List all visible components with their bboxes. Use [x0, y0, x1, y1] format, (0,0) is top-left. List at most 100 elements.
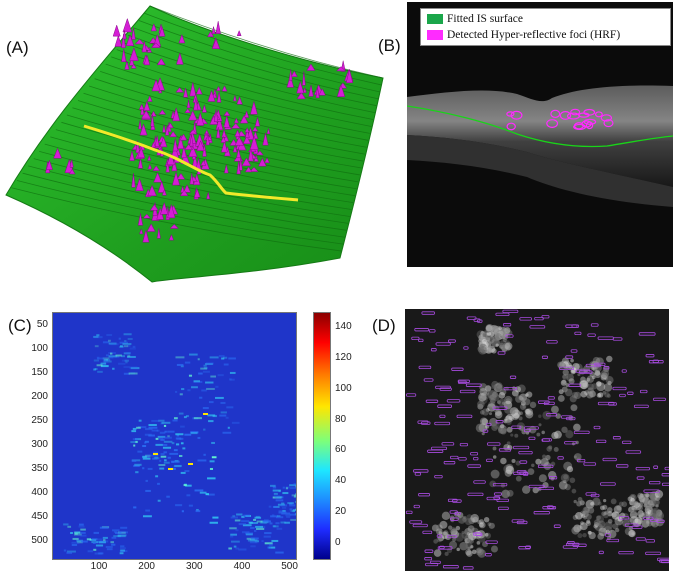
- heatmap-cell: [188, 374, 193, 377]
- projection-cloud: [495, 343, 499, 347]
- projection-cloud: [557, 361, 564, 369]
- heatmap-cell: [123, 352, 131, 355]
- x-tick-label: 200: [138, 561, 155, 572]
- hrf-3d-blob: [211, 38, 221, 49]
- projection-cloud: [628, 529, 636, 538]
- projection-hrf-outline: [524, 426, 539, 430]
- projection-cloud: [515, 460, 521, 466]
- heatmap-cell: [183, 484, 187, 487]
- hrf-3d-blob: [308, 84, 314, 97]
- panel-label-a: (A): [6, 38, 29, 57]
- projection-cloud: [595, 357, 604, 366]
- projection-hrf-outline: [553, 524, 561, 528]
- hrf-3d-blob: [135, 140, 140, 153]
- heatmap-cell: [209, 521, 218, 524]
- hrf-3d-blob: [147, 184, 157, 197]
- hrf-bscan-outline: [585, 121, 594, 130]
- projection-cloud: [572, 362, 580, 371]
- heatmap-cell: [175, 443, 180, 446]
- colorbar-tick-label: 40: [335, 475, 347, 487]
- projection-svg: [405, 309, 669, 570]
- projection-cloud: [601, 511, 606, 517]
- heatmap-cell: [223, 363, 229, 366]
- heatmap-cell: [203, 428, 206, 431]
- heatmap-cell: [111, 536, 117, 539]
- hrf-bscan-outline: [594, 111, 603, 118]
- panel-label-d: (D): [372, 316, 396, 335]
- heatmap-cell: [179, 454, 183, 457]
- heatmap-cell: [100, 362, 107, 365]
- hrf-3d-blob: [143, 100, 151, 111]
- projection-hrf-outline: [439, 387, 452, 391]
- projection-cloud: [490, 469, 500, 479]
- projection-hrf-outline: [543, 401, 555, 406]
- projection-hrf-outline: [567, 541, 575, 545]
- hrf-3d-blob: [195, 86, 203, 95]
- projection-hrf-outline: [412, 523, 428, 528]
- hrf-bscan-outline: [506, 122, 516, 131]
- projection-hrf-outline: [449, 510, 458, 514]
- projection-hrf-outline: [534, 316, 544, 321]
- heatmap-cell: [229, 378, 235, 381]
- heatmap-cell: [190, 431, 199, 434]
- projection-cloud: [507, 444, 513, 451]
- projection-hrf-outline: [548, 476, 558, 480]
- hrf-projection-image: [405, 309, 669, 571]
- heatmap-cell: [232, 515, 236, 518]
- heatmap-cell: [145, 454, 151, 457]
- surface-ridge: [11, 187, 342, 252]
- projection-cloud: [565, 430, 574, 439]
- heatmap-cell: [145, 428, 153, 431]
- hrf-3d-blob: [166, 151, 175, 166]
- projection-cloud: [600, 505, 605, 511]
- heatmap-cell: [152, 451, 159, 454]
- hrf-3d-blob: [181, 145, 187, 158]
- projection-cloud: [535, 458, 542, 465]
- projection-cloud: [483, 517, 490, 523]
- projection-hrf-outline: [509, 375, 517, 379]
- projection-cloud: [510, 433, 514, 437]
- heatmap-cell: [124, 359, 129, 362]
- projection-hrf-outline: [472, 532, 482, 536]
- projection-hrf-outline: [474, 532, 483, 537]
- projection-hrf-outline: [437, 404, 452, 408]
- projection-cloud: [547, 470, 557, 480]
- projection-hrf-outline: [636, 476, 645, 480]
- hrf-3d-blob: [215, 21, 221, 34]
- surface-ridge: [111, 56, 372, 127]
- heatmap-cell: [113, 530, 117, 533]
- hrf-3d-blob: [157, 180, 166, 193]
- projection-hrf-outline: [496, 498, 509, 503]
- heatmap-cell: [80, 534, 87, 537]
- projection-cloud: [570, 358, 574, 363]
- hrf-3d-blob: [189, 134, 194, 147]
- projection-hrf-outline: [597, 401, 615, 406]
- hrf-3d-blob: [138, 103, 145, 110]
- projection-hrf-outline: [648, 480, 661, 485]
- heatmap-cell: [94, 367, 98, 370]
- heatmap-cell: [208, 420, 214, 423]
- legend-swatch-magenta: [427, 30, 443, 40]
- heatmap-cell: [102, 360, 108, 363]
- hrf-3d-blob: [233, 117, 239, 124]
- heatmap-cell: [167, 430, 175, 433]
- heatmap-cell: [220, 401, 226, 404]
- heatmap-cell: [66, 550, 76, 553]
- projection-cloud: [607, 519, 613, 524]
- projection-cloud: [433, 539, 438, 544]
- hrf-3d-blob: [256, 150, 264, 156]
- projection-cloud: [568, 378, 575, 385]
- projection-cloud: [579, 380, 589, 390]
- heatmap-cell: [142, 515, 152, 518]
- heatmap-cell: [195, 510, 201, 513]
- heatmap-cell: [249, 522, 258, 525]
- projection-hrf-outline: [573, 430, 590, 435]
- projection-hrf-outline: [604, 533, 611, 537]
- heatmap-cell: [228, 357, 236, 360]
- projection-cloud: [621, 501, 628, 508]
- heatmap-cell: [234, 519, 241, 522]
- heatmap-cell: [263, 535, 271, 538]
- projection-cloud: [504, 342, 513, 351]
- heatmap-cell: [91, 538, 98, 541]
- heatmap-cell: [137, 426, 147, 429]
